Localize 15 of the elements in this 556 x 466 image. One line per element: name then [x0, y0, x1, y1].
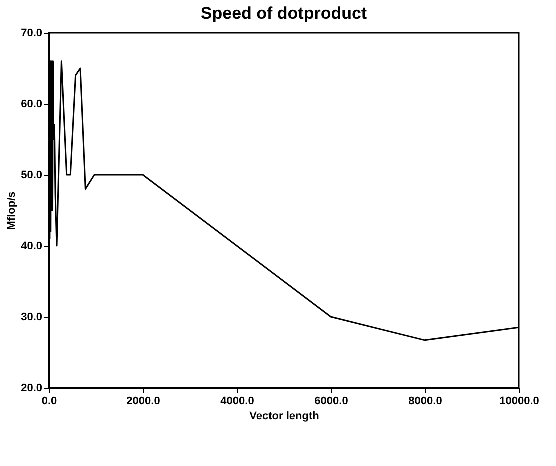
x-tick-label: 4000.0: [220, 396, 254, 408]
x-axis-title: Vector length: [250, 410, 320, 422]
x-tick-label: 10000.0: [500, 396, 540, 408]
y-tick-label: 60.0: [21, 98, 42, 110]
y-axis-title: Mflop/s: [6, 192, 18, 230]
x-tick-label: 0.0: [42, 396, 58, 408]
y-tick-label: 20.0: [21, 382, 42, 394]
y-tick-label: 40.0: [21, 240, 42, 252]
y-tick-label: 70.0: [21, 28, 42, 40]
y-tick-label: 50.0: [21, 170, 42, 182]
x-tick-label: 8000.0: [408, 396, 442, 408]
y-tick-label: 30.0: [21, 312, 42, 324]
x-tick-label: 6000.0: [314, 396, 348, 408]
chart-title: Speed of dotproduct: [200, 4, 368, 23]
x-tick-label: 2000.0: [126, 396, 160, 408]
